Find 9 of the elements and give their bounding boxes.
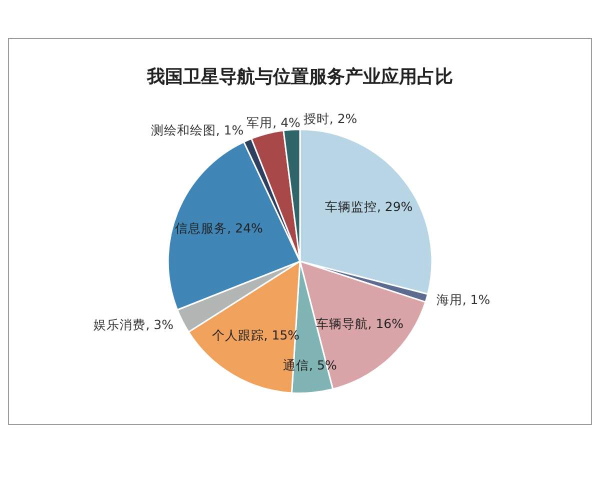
slice-label: 车辆监控, 29% <box>324 199 413 214</box>
slice-label: 海用, 1% <box>436 292 490 308</box>
slice-label: 授时, 2% <box>303 110 358 126</box>
chart-title: 我国卫星导航与位置服务产业应用占比 <box>146 66 453 88</box>
slice-label: 军用, 4% <box>246 115 301 130</box>
slice-label: 测绘和绘图, 1% <box>150 122 244 138</box>
slice-label: 娱乐消费, 3% <box>94 316 174 332</box>
slice-label: 信息服务, 24% <box>175 220 264 236</box>
slice-label: 车辆导航, 16% <box>316 316 404 332</box>
